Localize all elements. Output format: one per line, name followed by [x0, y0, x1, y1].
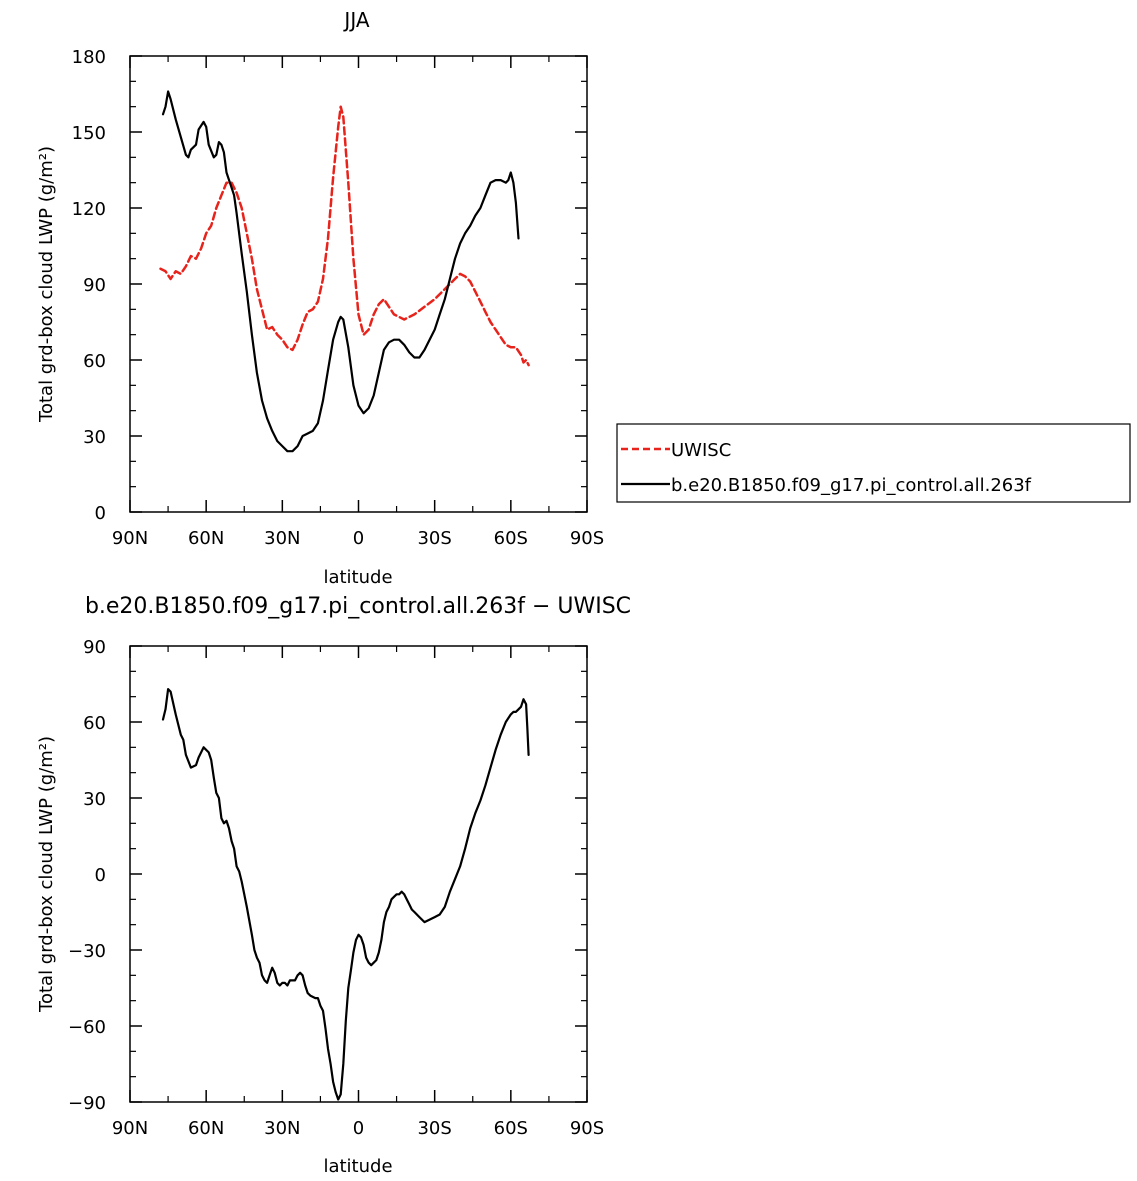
top-x-axis-label: latitude: [323, 567, 392, 588]
bottom-y-axis-label: Total grd-box cloud LWP (g/m²): [36, 736, 57, 1013]
bottom-y-tick-label-4: 30: [83, 789, 106, 810]
bottom-chart-title: b.e20.B1850.f09_g17.pi_control.all.263f …: [85, 594, 631, 619]
bottom-grid-ticks: [129, 645, 588, 1103]
top-y-tick-label-1: 30: [83, 427, 106, 448]
top-x-tick-label-2: 30N: [264, 528, 300, 549]
top-series-lines: [159, 90, 530, 453]
top-y-tick-label-0: 0: [95, 503, 106, 524]
bottom-x-tick-label-3: 0: [353, 1118, 364, 1139]
top-plot-frame: [129, 55, 588, 513]
top-x-tick-label-6: 90S: [570, 528, 604, 549]
bottom-panel: b.e20.B1850.f09_g17.pi_control.all.263f …: [36, 594, 631, 1177]
top-y-tick-label-4: 120: [72, 199, 106, 220]
bottom-series-line-0: [161, 688, 530, 1101]
top-y-axis-label: Total grd-box cloud LWP (g/m²): [36, 146, 57, 423]
bottom-x-tick-label-5: 60S: [494, 1118, 528, 1139]
bottom-y-tick-label-6: 90: [83, 637, 106, 658]
top-y-tick-label-3: 90: [83, 275, 106, 296]
top-series-line-0: [159, 105, 530, 367]
top-x-tick-label-0: 90N: [112, 528, 148, 549]
top-x-tick-label-5: 60S: [494, 528, 528, 549]
bottom-x-tick-label-0: 90N: [112, 1118, 148, 1139]
bottom-series-lines: [161, 688, 530, 1101]
bottom-x-tick-label-6: 90S: [570, 1118, 604, 1139]
bottom-x-tick-label-1: 60N: [188, 1118, 224, 1139]
bottom-y-tick-label-1: −60: [68, 1017, 106, 1038]
legend-label-uwisc: UWISC: [671, 440, 731, 461]
bottom-x-tick-label-2: 30N: [264, 1118, 300, 1139]
top-tick-labels: 90N 60N 30N 0 30S 60S 90S 0 30 60 90 120 150 180: [72, 47, 605, 549]
legend: UWISC b.e20.B1850.f09_g17.pi_control.all…: [616, 423, 1131, 503]
legend-box: [616, 423, 1131, 503]
top-y-tick-label-5: 150: [72, 123, 106, 144]
bottom-y-tick-label-2: −30: [68, 941, 106, 962]
bottom-tick-labels: 90N 60N 30N 0 30S 60S 90S −90 −60 −30 0 30 60 90: [68, 637, 604, 1139]
bottom-y-tick-label-5: 60: [83, 713, 106, 734]
top-x-tick-label-3: 0: [353, 528, 364, 549]
bottom-x-axis-label: latitude: [323, 1156, 392, 1177]
bottom-y-tick-label-3: 0: [95, 865, 106, 886]
top-series-line-1: [161, 90, 520, 453]
legend-label-model: b.e20.B1850.f09_g17.pi_control.all.263f: [671, 475, 1032, 496]
bottom-plot-frame: [129, 645, 588, 1103]
bottom-y-tick-label-0: −90: [68, 1093, 106, 1114]
top-y-tick-label-2: 60: [83, 351, 106, 372]
top-panel: JJA 90N 60N 30N 0 30S 60S 90S0306090120150180 …: [36, 8, 604, 588]
top-x-tick-label-4: 30S: [417, 528, 451, 549]
top-x-tick-label-1: 60N: [188, 528, 224, 549]
bottom-x-tick-label-4: 30S: [417, 1118, 451, 1139]
top-y-tick-label-6: 180: [72, 47, 106, 68]
top-chart-title: JJA: [342, 8, 369, 32]
top-grid-ticks: [129, 55, 588, 513]
